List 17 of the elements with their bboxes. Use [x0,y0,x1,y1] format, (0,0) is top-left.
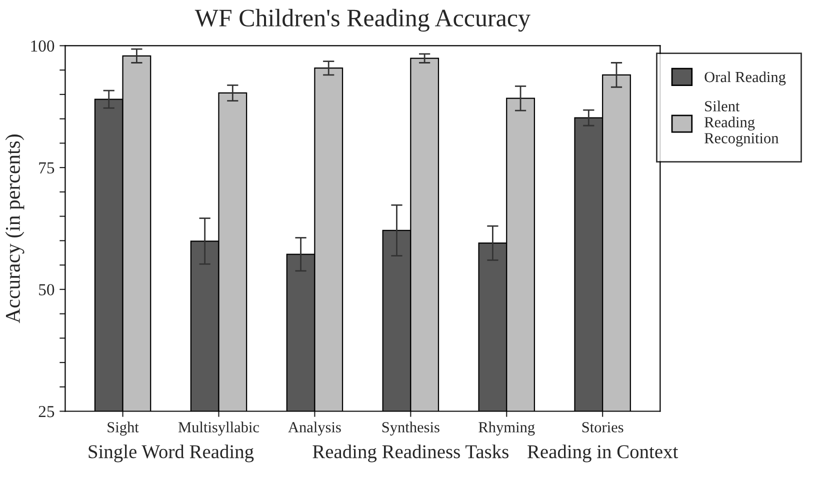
y-tick-label: 25 [38,406,54,418]
x-tick-label: Synthesis [382,422,440,436]
text: Reading Readiness Tasks [312,444,508,462]
text: Reading in Context [528,444,678,462]
text: Single Word Reading [88,444,254,462]
y-tick-label: 50 [39,284,54,296]
x-tick-label: Multisyllabic [178,422,260,436]
legend-label: Oral Reading [704,71,786,86]
y-tick-label: 100 [31,40,54,52]
y-tick-label: 75 [39,162,54,174]
x-tick-label: Stories [582,422,624,432]
y-axis-title: Accuracy (in percents) [5,134,24,324]
legend-label: Silent Reading Recognition [704,100,779,147]
chart-title: WF Children's Reading Accuracy [194,8,530,32]
x-tick-label: Rhyming [478,422,535,436]
x-tick-label: Sight [108,422,139,436]
x-tick-label: Analysis [288,422,341,436]
